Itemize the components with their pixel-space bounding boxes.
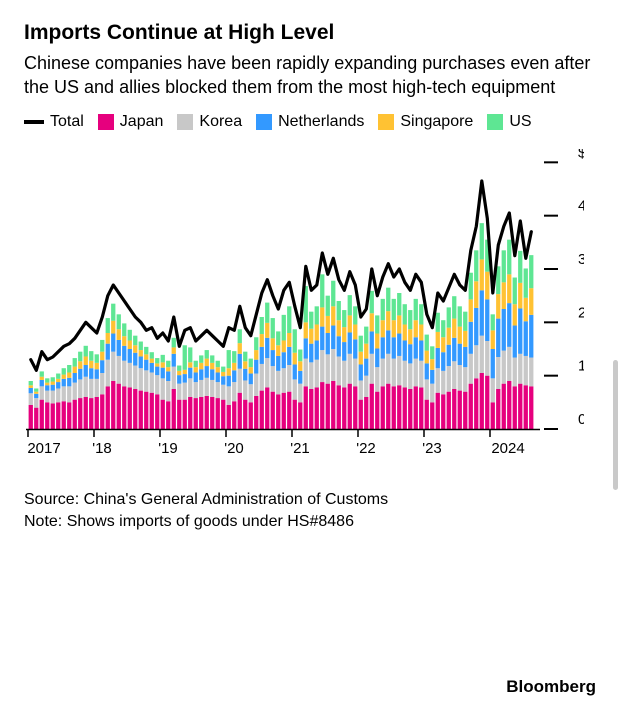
svg-text:2024: 2024 — [491, 440, 524, 457]
legend-label: Singapore — [400, 113, 473, 131]
svg-text:'20: '20 — [224, 440, 244, 457]
svg-text:1: 1 — [578, 358, 584, 375]
legend-swatch — [378, 114, 394, 130]
chart-area: 0 1 2 3 4 $5 billion 2017 '18 '19 '20 '21 '22 '23 202… — [24, 149, 596, 459]
legend-label: Netherlands — [278, 113, 364, 131]
svg-text:2: 2 — [578, 304, 584, 321]
svg-text:'21: '21 — [290, 440, 310, 457]
svg-text:3: 3 — [578, 251, 584, 268]
stacked-bar-line-chart: 0 1 2 3 4 $5 billion 2017 '18 '19 '20 '21 '22 '23 202… — [24, 149, 584, 457]
chart-subtitle: Chinese companies have been rapidly expa… — [24, 52, 596, 99]
svg-text:2017: 2017 — [27, 440, 60, 457]
svg-text:$5 billion: $5 billion — [578, 149, 584, 161]
legend-swatch — [487, 114, 503, 130]
note-text: Note: Shows imports of goods under HS#84… — [24, 511, 404, 533]
legend-item: Singapore — [378, 113, 473, 131]
svg-text:'19: '19 — [158, 440, 178, 457]
source-text: Source: China's General Administration o… — [24, 489, 404, 511]
legend-item: Japan — [98, 113, 164, 131]
svg-text:'23: '23 — [422, 440, 442, 457]
scrollbar-thumb[interactable] — [613, 360, 618, 490]
svg-text:'22: '22 — [356, 440, 376, 457]
svg-text:4: 4 — [578, 198, 584, 215]
legend-item: Korea — [177, 113, 242, 131]
legend-label: Japan — [120, 113, 164, 131]
legend-label: Korea — [199, 113, 242, 131]
legend-item: US — [487, 113, 531, 131]
legend-label: Total — [50, 113, 84, 131]
chart-title: Imports Continue at High Level — [24, 20, 596, 46]
legend-swatch — [24, 120, 44, 124]
legend: Total Japan Korea Netherlands Singapore US — [24, 113, 596, 131]
legend-item: Total — [24, 113, 84, 131]
legend-swatch — [98, 114, 114, 130]
legend-swatch — [256, 114, 272, 130]
chart-footer: Source: China's General Administration o… — [24, 489, 404, 532]
attribution: Bloomberg — [506, 677, 596, 697]
legend-item: Netherlands — [256, 113, 364, 131]
svg-text:0: 0 — [578, 411, 584, 428]
legend-swatch — [177, 114, 193, 130]
svg-text:'18: '18 — [92, 440, 112, 457]
legend-label: US — [509, 113, 531, 131]
